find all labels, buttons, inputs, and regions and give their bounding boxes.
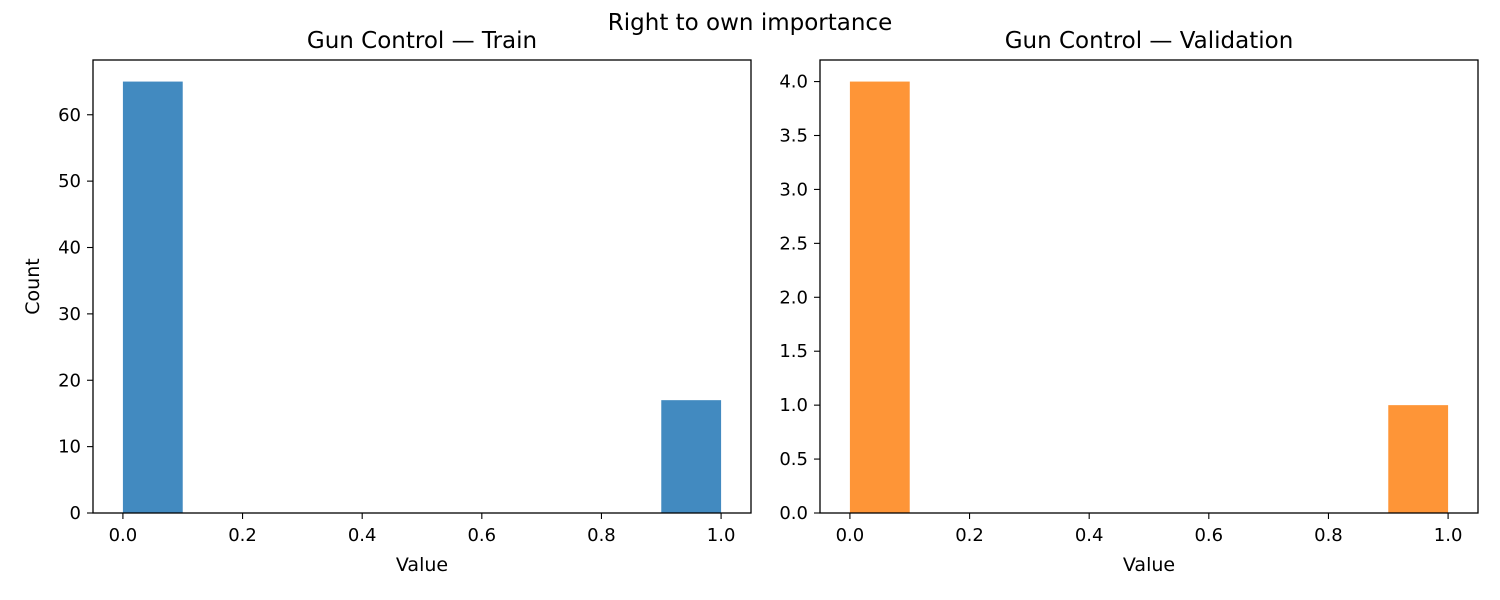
x-tick-label: 0.6 xyxy=(1194,525,1223,546)
y-tick-label: 3.5 xyxy=(779,126,808,147)
figure-suptitle: Right to own importance xyxy=(608,10,892,36)
axes-frame xyxy=(92,59,752,514)
y-tick-label: 30 xyxy=(58,304,81,325)
y-tick-label: 1.5 xyxy=(779,341,808,362)
y-axis-label: Count xyxy=(22,258,44,314)
x-axis-label: Value xyxy=(1123,554,1175,576)
y-tick-label: 4.0 xyxy=(779,72,808,93)
axes-frame xyxy=(819,59,1479,514)
x-tick-label: 0.2 xyxy=(955,525,984,546)
y-tick-label: 50 xyxy=(58,171,81,192)
y-tick-label: 1.0 xyxy=(779,395,808,416)
y-tick-label: 3.0 xyxy=(779,179,808,200)
y-tick-label: 2.0 xyxy=(779,287,808,308)
y-tick-label: 40 xyxy=(58,238,81,259)
y-tick-label: 2.5 xyxy=(779,233,808,254)
histogram-bar xyxy=(1388,405,1449,513)
x-axis-label: Value xyxy=(396,554,448,576)
x-tick-label: 0.4 xyxy=(1075,525,1104,546)
y-tick-label: 10 xyxy=(58,437,81,458)
histogram-bar xyxy=(122,81,183,514)
histogram-bar xyxy=(661,400,722,513)
y-tick-label: 0.5 xyxy=(779,449,808,470)
x-tick-label: 0.0 xyxy=(836,525,865,546)
x-tick-label: 0.8 xyxy=(1314,525,1343,546)
x-tick-label: 0.2 xyxy=(228,525,257,546)
x-tick-label: 0.0 xyxy=(109,525,138,546)
x-tick-label: 0.6 xyxy=(467,525,496,546)
panel-title: Gun Control — Train xyxy=(307,28,537,54)
panel-title: Gun Control — Validation xyxy=(1005,28,1294,54)
x-tick-label: 0.4 xyxy=(348,525,377,546)
panel-validation: 0.0 0.2 0.4 0.6 0.8 1.0 0.0 0.5 1.0 1.5 2.0 2.5 3.0 3… xyxy=(779,28,1479,576)
x-tick-label: 1.0 xyxy=(1434,525,1463,546)
x-tick-label: 1.0 xyxy=(707,525,736,546)
y-tick-label: 20 xyxy=(58,370,81,391)
x-tick-label: 0.8 xyxy=(587,525,616,546)
y-tick-label: 0.0 xyxy=(779,503,808,524)
y-tick-label: 60 xyxy=(58,105,81,126)
y-tick-label: 0 xyxy=(70,503,81,524)
panel-train: 0.0 0.2 0.4 0.6 0.8 1.0 0 10 20 30 40 50 60 Gun Contr… xyxy=(22,28,752,576)
histogram-bar xyxy=(849,81,910,514)
